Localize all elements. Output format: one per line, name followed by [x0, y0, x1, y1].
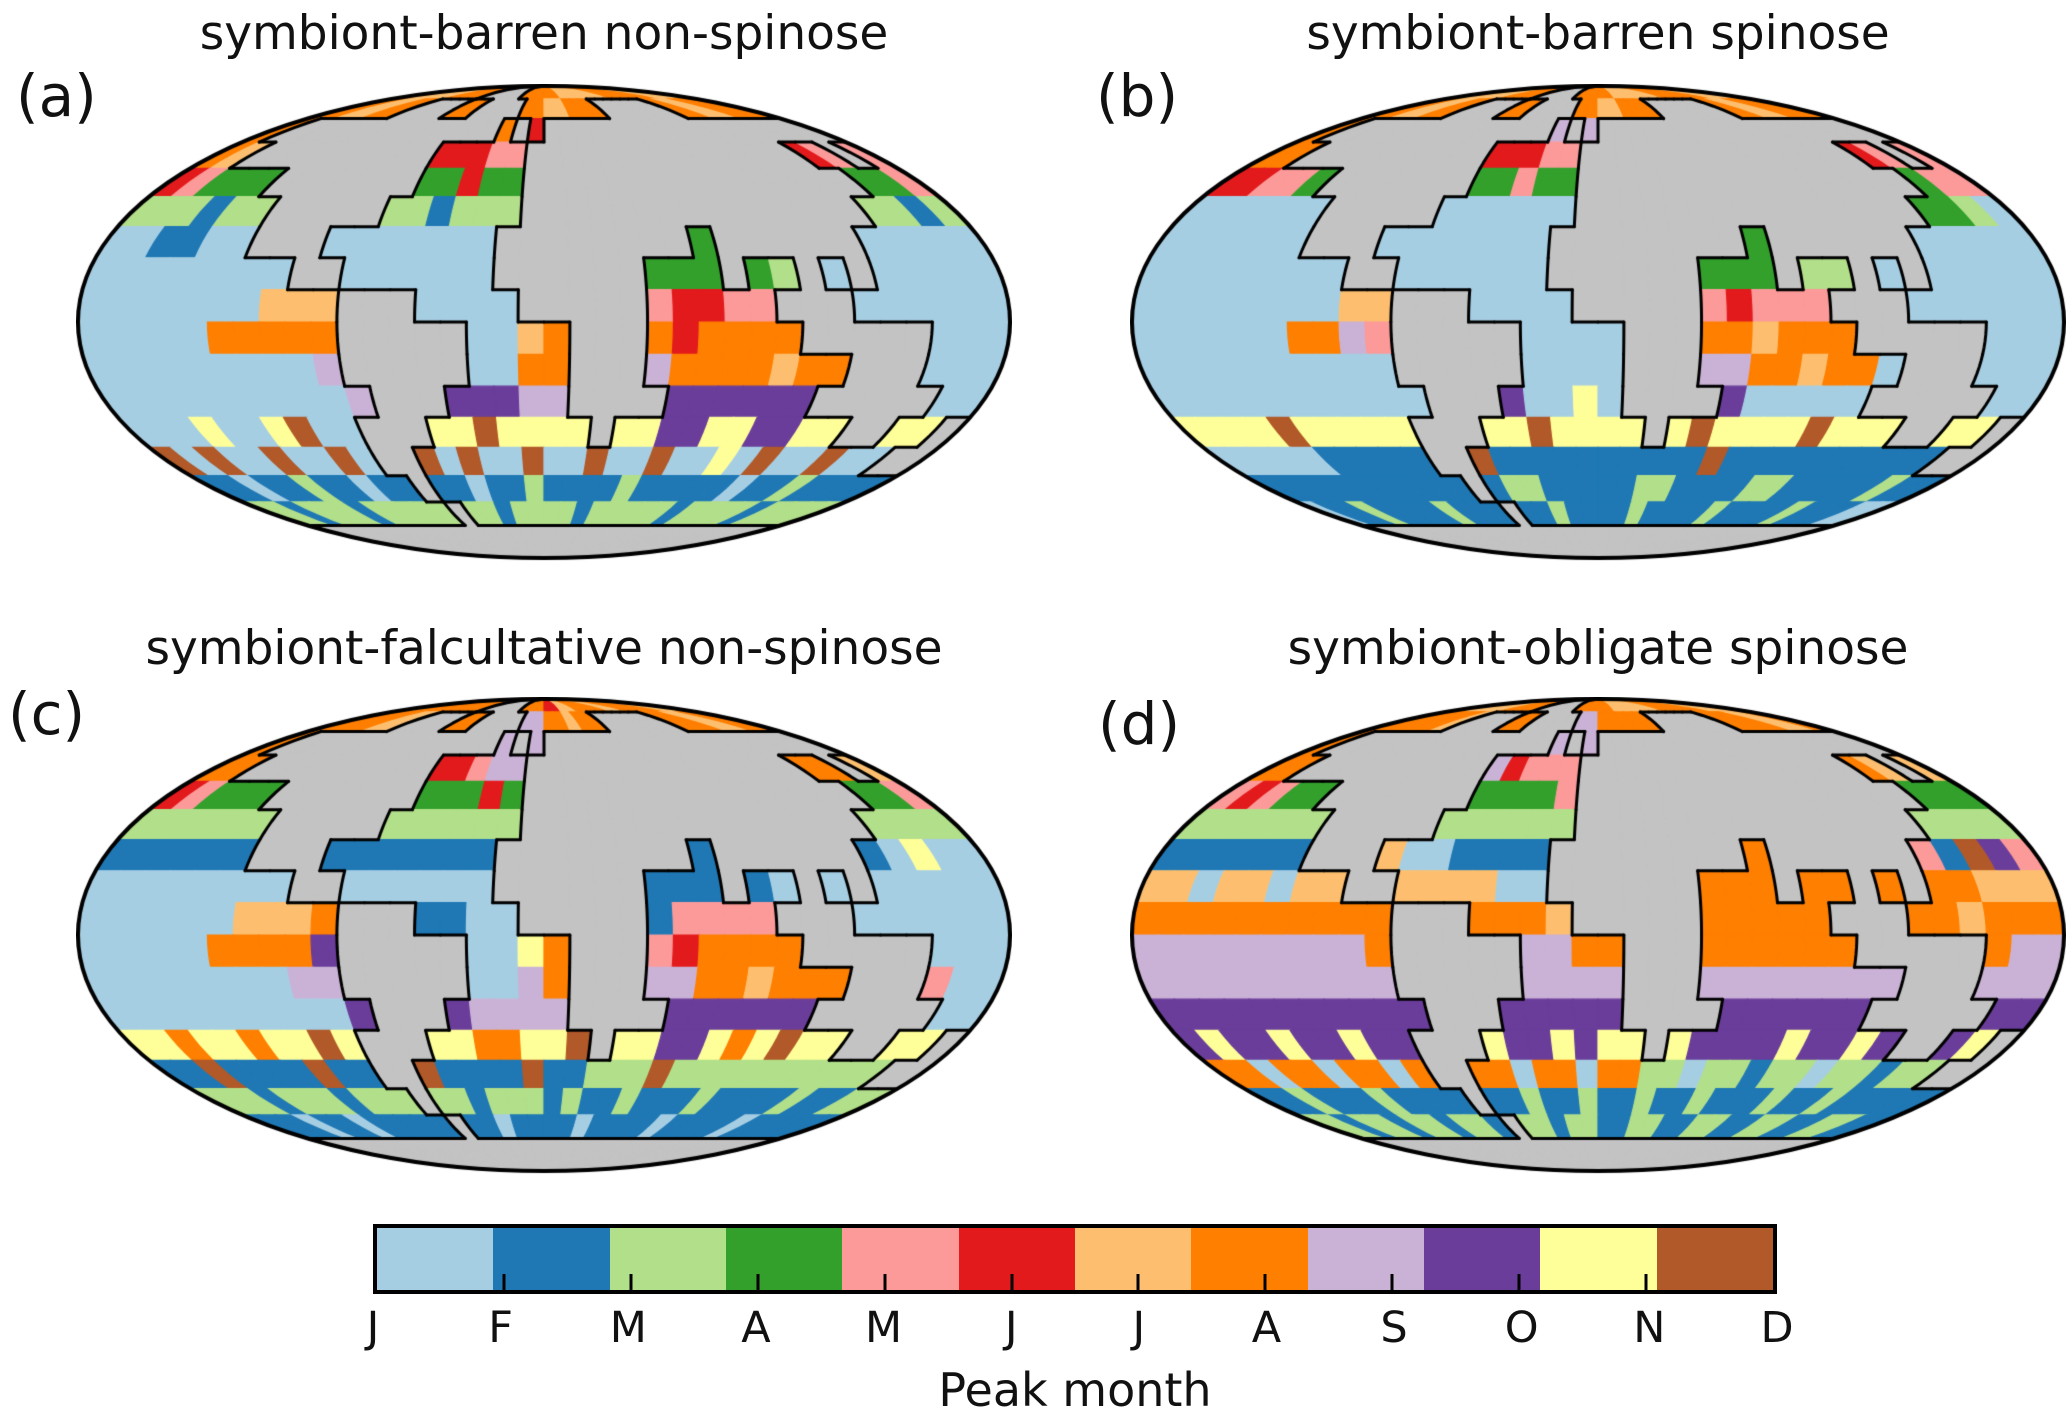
- month-tick-label: F: [488, 1303, 513, 1353]
- colorbar-segment-a4: [725, 1228, 843, 1290]
- colorbar-segment-m3: [609, 1228, 726, 1290]
- colorbar-segment-j7: [1074, 1228, 1192, 1290]
- month-tick-label: J: [1132, 1303, 1146, 1353]
- panel-c-letter: (c): [8, 680, 86, 748]
- colorbar-segment-a8: [1191, 1228, 1308, 1290]
- peak-month-colorbar: [373, 1224, 1777, 1294]
- month-tick-label: M: [864, 1303, 903, 1353]
- panel-b-title: symbiont-barren spinose: [1306, 6, 1890, 61]
- colorbar-segment-j1: [377, 1228, 494, 1290]
- colorbar-tick: [1644, 1274, 1648, 1290]
- colorbar-tick: [1010, 1274, 1014, 1290]
- colorbar-axis-label: Peak month: [938, 1363, 1212, 1417]
- colorbar-segment-n11: [1540, 1228, 1657, 1290]
- month-tick-label: A: [741, 1303, 771, 1353]
- colorbar-segment-d12: [1656, 1228, 1773, 1290]
- map-panel-c: [76, 697, 1012, 1177]
- colorbar-segment-j6: [958, 1228, 1075, 1290]
- month-tick-label: M: [609, 1303, 647, 1353]
- map-panel-a: [76, 84, 1012, 564]
- colorbar-segment-o10: [1423, 1228, 1541, 1290]
- map-panel-b: [1130, 84, 2066, 564]
- colorbar-tick: [502, 1274, 506, 1290]
- colorbar-tick: [883, 1274, 887, 1290]
- colorbar-tick: [1390, 1274, 1394, 1290]
- colorbar-tick: [1136, 1274, 1140, 1290]
- panel-d-title: symbiont-obligate spinose: [1287, 621, 1909, 676]
- month-tick-label: N: [1633, 1303, 1666, 1353]
- month-tick-label: J: [1004, 1303, 1018, 1353]
- month-tick-label: S: [1380, 1303, 1408, 1353]
- panel-c-title: symbiont-falcultative non-spinose: [145, 621, 943, 676]
- colorbar-tick: [1263, 1274, 1267, 1290]
- colorbar-segment-f2: [493, 1228, 610, 1290]
- colorbar-segment-s9: [1307, 1228, 1424, 1290]
- map-panel-d: [1130, 697, 2066, 1177]
- month-tick-label: D: [1760, 1303, 1794, 1353]
- month-tick-label: A: [1251, 1303, 1282, 1353]
- panel-a-title: symbiont-barren non-spinose: [199, 6, 889, 61]
- colorbar-tick: [756, 1274, 760, 1290]
- colorbar-tick: [1517, 1274, 1521, 1290]
- colorbar-segment-m5: [842, 1228, 959, 1290]
- month-tick-label: O: [1504, 1303, 1539, 1353]
- colorbar-tick: [629, 1274, 633, 1290]
- month-tick-label: J: [366, 1303, 380, 1353]
